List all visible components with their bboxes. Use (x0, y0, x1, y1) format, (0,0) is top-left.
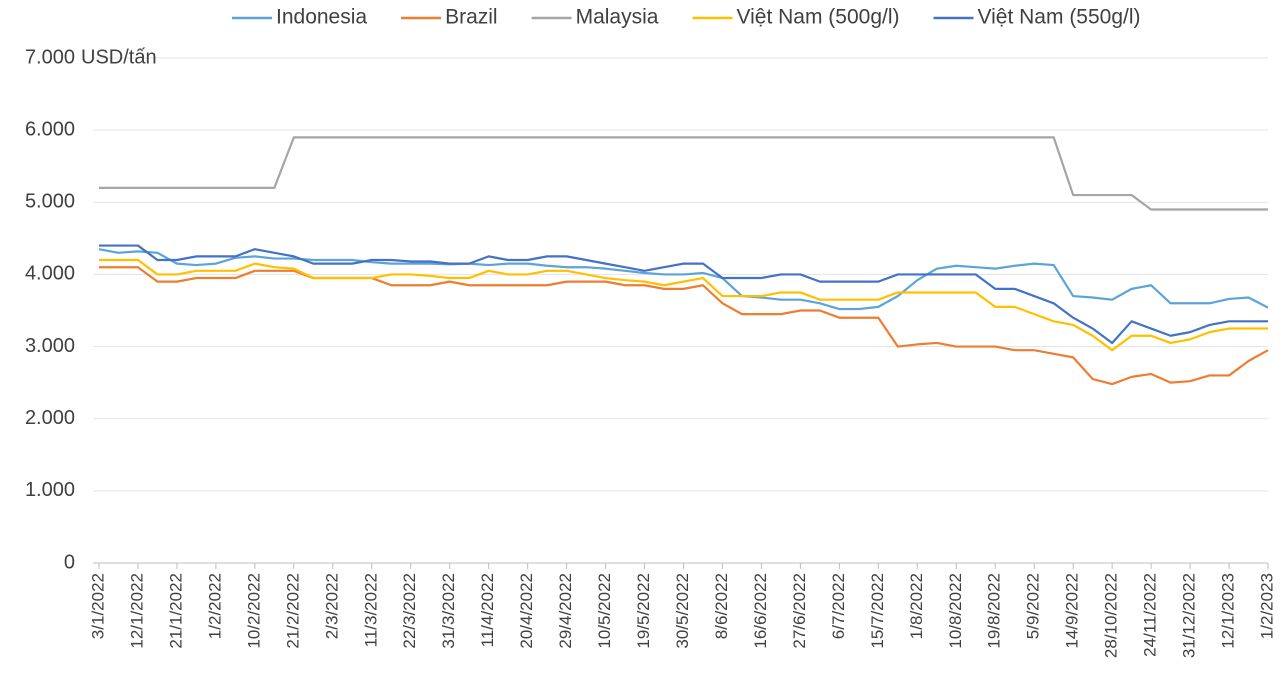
y-axis-label: USD/tấn (81, 46, 157, 68)
legend-label: Việt Nam (550g/l) (978, 6, 1141, 29)
x-tick-label: 12/1/2022 (127, 573, 146, 649)
series-line (98, 248, 1269, 311)
x-tick-label: 2/3/2022 (322, 573, 341, 639)
legend-label: Indonesia (276, 6, 367, 29)
x-tick-label: 29/4/2022 (556, 573, 575, 649)
y-tick-label: 6.000 (25, 118, 75, 140)
x-tick-label: 14/9/2022 (1063, 573, 1082, 649)
y-tick-label: 7.000 (25, 46, 75, 68)
x-tick-label: 3/1/2022 (88, 573, 107, 639)
x-tick-label: 5/9/2022 (1024, 573, 1043, 639)
x-tick-label: 28/10/2022 (1102, 573, 1121, 658)
x-tick-label: 24/11/2022 (1141, 573, 1160, 657)
y-tick-label: 1.000 (25, 479, 75, 501)
y-tick-label: 4.000 (25, 263, 75, 285)
series-line (99, 244, 1268, 345)
x-tick-label: 1/8/2022 (907, 573, 926, 639)
x-tick-label: 22/3/2022 (400, 573, 419, 649)
x-tick-label: 1/2/2023 (1257, 573, 1276, 639)
y-tick-label: 3.000 (25, 335, 75, 357)
legend-label: Việt Nam (500g/l) (736, 6, 899, 29)
x-tick-label: 31/12/2022 (1180, 573, 1199, 658)
x-tick-label: 21/2/2022 (283, 573, 302, 649)
legend-label: Malaysia (576, 6, 659, 29)
x-tick-label: 19/5/2022 (634, 573, 653, 649)
x-tick-label: 27/6/2022 (790, 573, 809, 649)
y-tick-label: 5.000 (25, 191, 75, 213)
x-tick-label: 10/8/2022 (946, 573, 965, 649)
x-tick-label: 30/5/2022 (673, 573, 692, 649)
series-line (99, 266, 1269, 386)
x-tick-label: 10/2/2022 (244, 573, 263, 649)
x-tick-label: 21/1/2022 (166, 573, 185, 649)
x-tick-label: 10/5/2022 (595, 573, 614, 649)
x-tick-label: 20/4/2022 (517, 573, 536, 649)
x-tick-label: 16/6/2022 (751, 573, 770, 649)
x-tick-label: 31/3/2022 (439, 573, 458, 649)
x-tick-label: 8/6/2022 (712, 573, 731, 639)
y-tick-label: 2.000 (25, 407, 75, 429)
x-tick-label: 19/8/2022 (985, 573, 1004, 649)
series-line (99, 258, 1268, 352)
x-tick-label: 6/7/2022 (829, 573, 848, 639)
x-tick-label: 11/3/2022 (361, 573, 380, 647)
y-tick-label: 0 (64, 551, 75, 573)
x-tick-label: 12/1/2023 (1219, 573, 1238, 649)
x-tick-label: 11/4/2022 (478, 573, 497, 647)
x-tick-label: 15/7/2022 (868, 573, 887, 649)
x-tick-label: 1/2/2022 (205, 573, 224, 639)
series-line (99, 136, 1268, 211)
legend-label: Brazil (445, 6, 498, 29)
